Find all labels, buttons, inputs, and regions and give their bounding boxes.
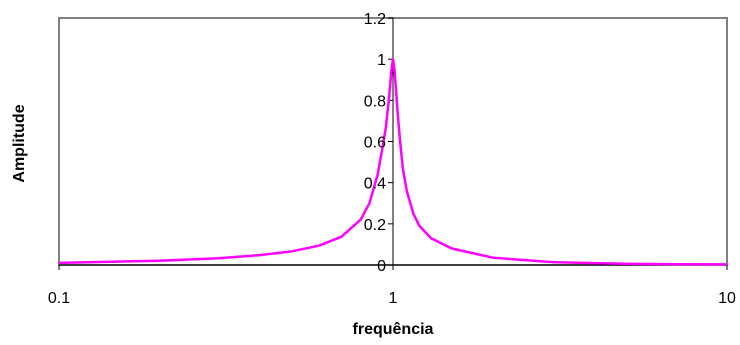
y-tick-label: 1.2 [364, 11, 386, 28]
y-axis-ticks [388, 17, 393, 266]
y-tick-label: 0.4 [364, 176, 386, 193]
y-tick-label: 0.6 [364, 135, 386, 152]
y-tick-label: 0.8 [364, 93, 386, 110]
y-tick-labels: 0 0.2 0.4 0.6 0.8 1 1.2 [364, 11, 386, 275]
y-axis-title: Amplitude [11, 104, 28, 182]
x-tick-labels: 0.1 1 10 [48, 290, 736, 307]
x-axis-ticks [58, 265, 728, 270]
x-tick-label: 1 [389, 290, 398, 307]
y-tick-label: 1 [377, 52, 386, 69]
x-axis-title: frequência [353, 321, 434, 338]
x-tick-label: 0.1 [48, 290, 70, 307]
y-tick-label: 0 [377, 258, 386, 275]
y-tick-label: 0.2 [364, 217, 386, 234]
series-line-amplitude [58, 57, 728, 266]
x-tick-label: 10 [718, 290, 736, 307]
